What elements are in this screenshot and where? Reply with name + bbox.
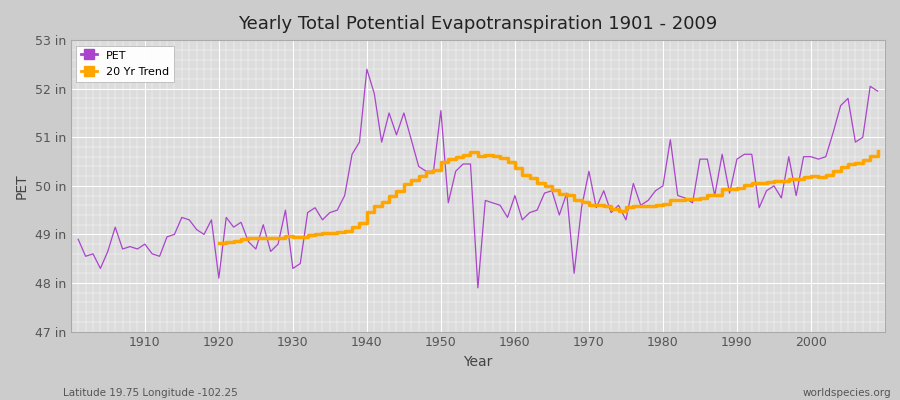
Title: Yearly Total Potential Evapotranspiration 1901 - 2009: Yearly Total Potential Evapotranspiratio… [238, 15, 717, 33]
Y-axis label: PET: PET [15, 173, 29, 199]
Text: worldspecies.org: worldspecies.org [803, 388, 891, 398]
Text: Latitude 19.75 Longitude -102.25: Latitude 19.75 Longitude -102.25 [63, 388, 238, 398]
X-axis label: Year: Year [464, 355, 492, 369]
Legend: PET, 20 Yr Trend: PET, 20 Yr Trend [76, 46, 174, 82]
